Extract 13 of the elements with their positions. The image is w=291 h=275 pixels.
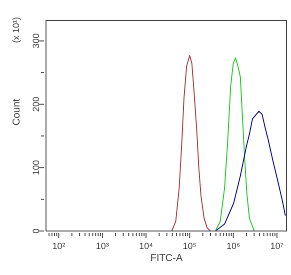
- y-tick-label: 0: [31, 228, 41, 234]
- y-tick-label: 200: [31, 96, 41, 112]
- x-tick-label: 10⁷: [270, 241, 284, 251]
- y-tick-label: 300: [31, 33, 41, 48]
- x-tick-label: 10²: [52, 241, 66, 251]
- y-tick-label: 100: [31, 160, 41, 176]
- x-tick-label: 10⁵: [182, 241, 197, 251]
- x-tick-label: 10⁶: [226, 241, 240, 251]
- x-tick-label: 10³: [96, 241, 109, 251]
- x-tick-label: 10⁴: [139, 241, 154, 251]
- y-axis-title: Count: [12, 98, 23, 126]
- text: (x 10¹): [11, 16, 22, 44]
- x-axis-title: FITC-A: [150, 253, 183, 264]
